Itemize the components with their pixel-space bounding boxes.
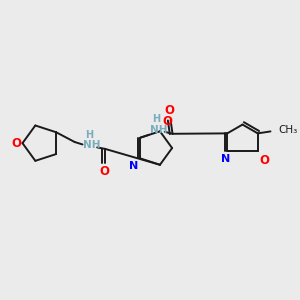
Text: N: N (129, 161, 138, 171)
Text: O: O (11, 137, 22, 150)
Text: N: N (221, 154, 230, 164)
Text: NH: NH (150, 125, 168, 135)
Text: O: O (162, 116, 172, 128)
Text: O: O (165, 104, 175, 117)
Text: CH₃: CH₃ (278, 125, 298, 135)
Text: O: O (99, 166, 109, 178)
Text: NH: NH (82, 140, 100, 150)
Text: H: H (85, 130, 93, 140)
Text: O: O (260, 154, 270, 167)
Text: H: H (152, 114, 160, 124)
